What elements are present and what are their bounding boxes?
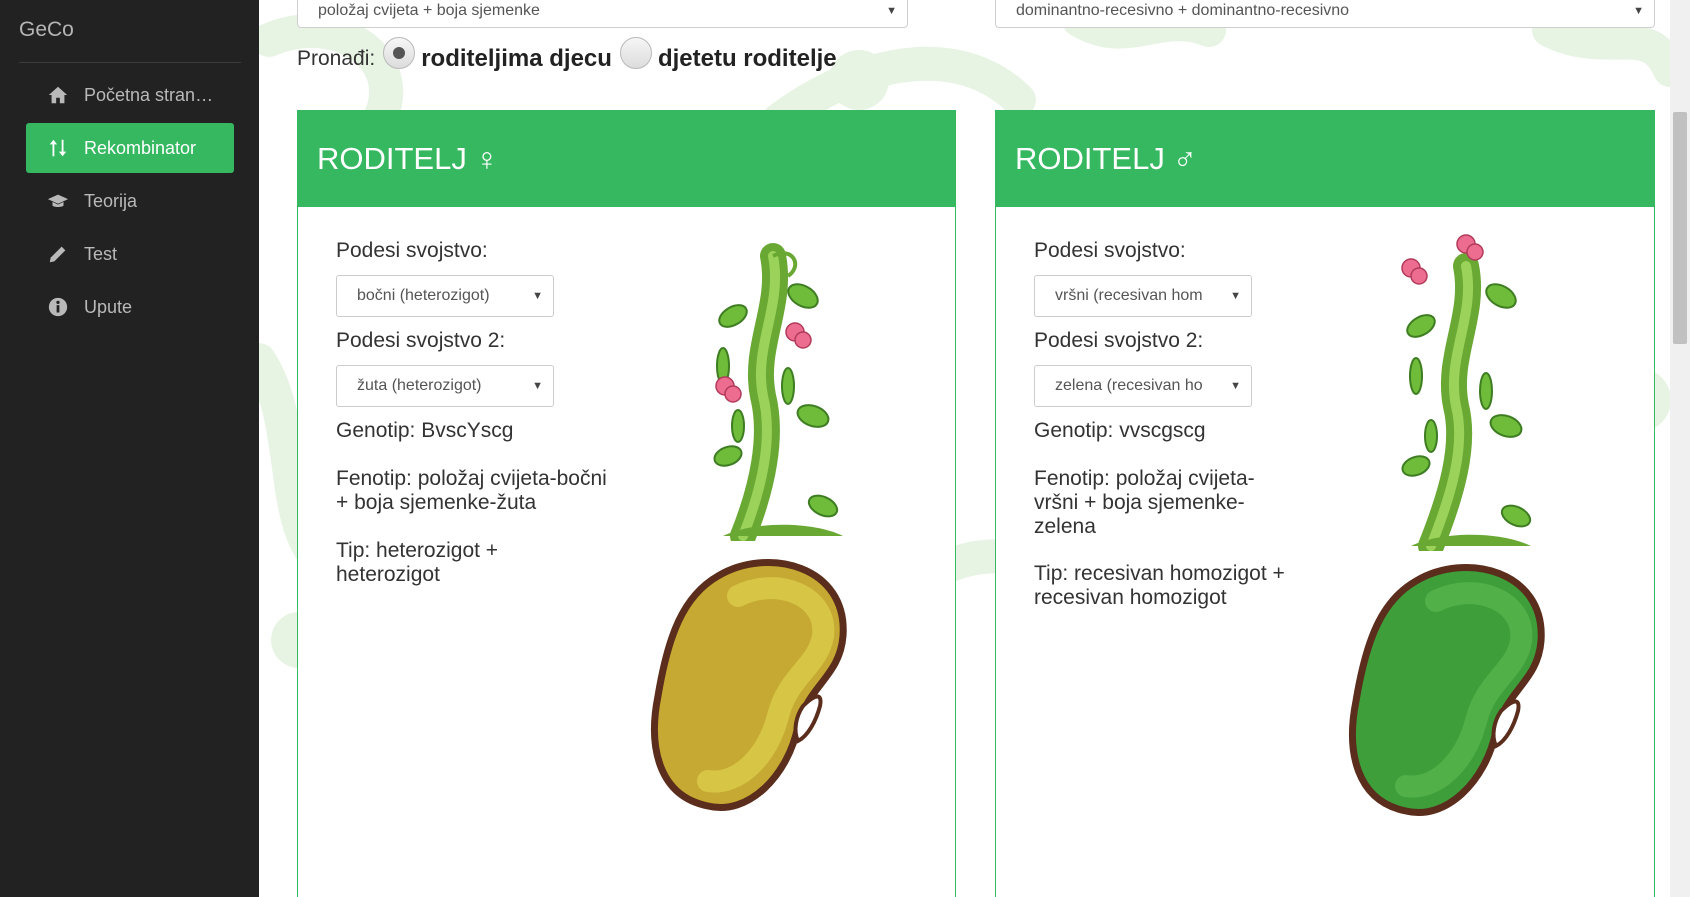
radio-label-parents-to-children[interactable]: roditeljima djecu [421, 45, 612, 72]
panel-header: RODITELJ ♂ [996, 111, 1654, 207]
chevron-down-icon: ▼ [886, 5, 897, 17]
sidebar-item-label: Upute [84, 296, 133, 317]
trait2-select[interactable]: žuta (heterozigot) ▼ [336, 365, 554, 407]
pea-plant-top-flowers-image [1401, 234, 1532, 551]
sidebar-item-teorija[interactable]: Teorija [26, 176, 234, 226]
genotype-text: Genotip: vvscgscg [1034, 419, 1206, 442]
phenotype-text: Fenotip: položaj cvijeta-bočni + boja sj… [336, 467, 607, 514]
radio-label-child-to-parents[interactable]: djetetu roditelje [657, 45, 837, 72]
sidebar-item-upute[interactable]: Upute [26, 282, 234, 332]
trait1-select-value: bočni (heterozigot) [357, 287, 490, 304]
trait2-select[interactable]: zelena (recesivan ho ▼ [1034, 365, 1252, 407]
parent-panel-male: RODITELJ ♂ Podesi svojstvo: vršni (reces… [995, 110, 1655, 897]
sidebar-item-home[interactable]: Početna stran… [26, 70, 234, 120]
traits-select[interactable]: položaj cvijeta + boja sjemenke ▼ [297, 0, 908, 28]
parent-panel-female: RODITELJ ♀ Podesi svojstvo: bočni (heter… [297, 110, 956, 897]
male-symbol-icon: ♂ [1172, 140, 1197, 177]
find-label: Pronađi: [297, 47, 376, 70]
info-circle-icon [46, 295, 70, 319]
genotype-text: Genotip: BvscYscg [336, 419, 514, 442]
graduation-cap-icon [46, 189, 70, 213]
type-text: Tip: recesivan homozigot + recesivan hom… [1034, 562, 1285, 609]
radio-child-to-parents[interactable] [619, 37, 652, 69]
chevron-down-icon: ▼ [1633, 5, 1644, 17]
home-icon [46, 83, 70, 107]
radio-parents-to-children[interactable] [383, 37, 416, 69]
sidebar-item-rekombinator[interactable]: Rekombinator [26, 123, 234, 173]
pencil-icon [46, 242, 70, 266]
pea-plant-side-flowers-image [713, 243, 843, 541]
trait1-select[interactable]: vršni (recesivan hom ▼ [1034, 275, 1252, 317]
inheritance-select-value: dominantno-recesivno + dominantno-recesi… [1016, 2, 1350, 19]
trait1-label: Podesi svojstvo: [1034, 239, 1186, 262]
sidebar-divider [19, 62, 241, 63]
type-text: Tip: heterozigot + heterozigot [336, 539, 499, 586]
sidebar-item-label: Rekombinator [84, 137, 197, 158]
trait1-select-value: vršni (recesivan hom [1055, 287, 1203, 304]
panel-title: RODITELJ [317, 141, 467, 176]
trait2-select-value: zelena (recesivan ho [1055, 377, 1203, 394]
page-scrollbar[interactable] [1670, 0, 1690, 897]
sort-arrows-icon [46, 136, 70, 160]
main-content: položaj cvijeta + boja sjemenke ▼ domina… [259, 0, 1670, 897]
yellow-seed-image [651, 559, 847, 811]
chevron-down-icon: ▼ [1230, 380, 1241, 392]
trait1-select[interactable]: bočni (heterozigot) ▼ [336, 275, 554, 317]
female-symbol-icon: ♀ [474, 140, 499, 177]
traits-select-value: položaj cvijeta + boja sjemenke [318, 2, 540, 19]
trait1-label: Podesi svojstvo: [336, 239, 488, 262]
phenotype-text: Fenotip: položaj cvijeta-vršni + boja sj… [1034, 467, 1255, 538]
scrollbar-thumb[interactable] [1673, 112, 1687, 344]
chevron-down-icon: ▼ [532, 290, 543, 302]
sidebar-item-label: Početna stran… [84, 84, 214, 105]
brand-logo[interactable]: GeCo [19, 18, 74, 41]
panel-title: RODITELJ [1015, 141, 1165, 176]
chevron-down-icon: ▼ [1230, 290, 1241, 302]
sidebar: GeCo Početna stran… Rekombinator Teorija [0, 0, 259, 897]
sidebar-item-label: Test [84, 243, 118, 264]
trait2-select-value: žuta (heterozigot) [357, 377, 482, 394]
trait2-label: Podesi svojstvo 2: [336, 329, 506, 352]
find-mode-group: Pronađi: roditeljima djecu djetetu rodit… [297, 34, 845, 84]
green-seed-image [1349, 564, 1545, 816]
sidebar-item-label: Teorija [84, 190, 138, 211]
trait2-label: Podesi svojstvo 2: [1034, 329, 1204, 352]
chevron-down-icon: ▼ [532, 380, 543, 392]
sidebar-item-test[interactable]: Test [26, 229, 234, 279]
inheritance-select[interactable]: dominantno-recesivno + dominantno-recesi… [995, 0, 1655, 28]
panel-header: RODITELJ ♀ [298, 111, 955, 207]
